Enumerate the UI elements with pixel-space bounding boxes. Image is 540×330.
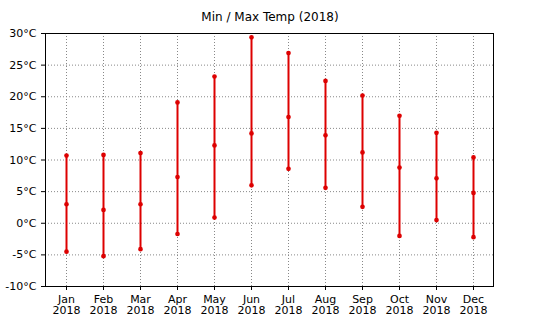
html-text:Min / Max Temp (2018): Min / Max Temp (2018) (201, 10, 339, 24)
svg-text:Mar2018: Mar2018 (127, 293, 155, 317)
svg-text:5°C: 5°C (16, 185, 36, 198)
svg-text:Jan2018: Jan2018 (53, 293, 81, 317)
svg-text:Jun2018: Jun2018 (238, 293, 266, 317)
svg-text:Nov2018: Nov2018 (423, 293, 451, 317)
svg-text:Oct2018: Oct2018 (386, 293, 414, 317)
svg-text:Jul2018: Jul2018 (275, 293, 303, 317)
svg-text:-10°C: -10°C (5, 280, 36, 293)
svg-text:15°C: 15°C (9, 122, 36, 135)
svg-text:25°C: 25°C (9, 59, 36, 72)
svg-text:May2018: May2018 (201, 293, 229, 317)
svg-text:Sep2018: Sep2018 (349, 293, 377, 317)
svg-text:30°C: 30°C (9, 28, 36, 40)
svg-text:Feb2018: Feb2018 (90, 293, 118, 317)
svg-text:0°C: 0°C (16, 217, 36, 230)
svg-text:10°C: 10°C (9, 154, 36, 167)
svg-text:Dec2018: Dec2018 (460, 293, 488, 317)
svg-text:-5°C: -5°C (12, 248, 36, 261)
svg-text:Aug2018: Aug2018 (312, 293, 340, 317)
svg-text:Apr2018: Apr2018 (164, 293, 192, 317)
svg-text:20°C: 20°C (9, 90, 36, 103)
